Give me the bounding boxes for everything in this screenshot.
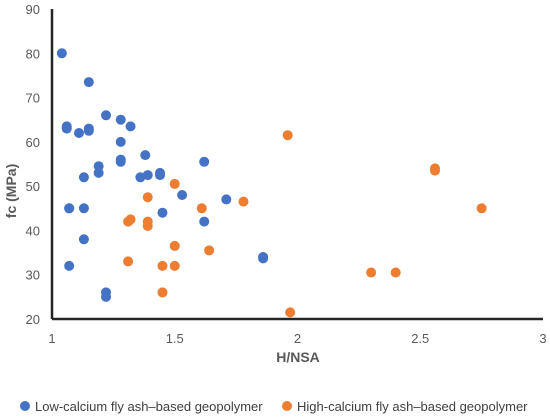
- legend-marker-low-calcium: [20, 401, 30, 411]
- low-calcium-point: [258, 253, 269, 264]
- legend-label-low-calcium: Low-calcium fly ash–based geopolymer: [35, 399, 263, 414]
- low-calcium-point: [177, 190, 188, 200]
- high-calcium-point: [169, 260, 180, 271]
- low-calcium-point: [64, 203, 75, 214]
- low-calcium-point: [199, 216, 210, 227]
- x-tick-label: 2: [294, 331, 301, 346]
- low-calcium-point: [155, 170, 166, 181]
- high-calcium-point: [157, 260, 168, 271]
- y-tick-label: 40: [26, 223, 40, 238]
- low-calcium-point: [101, 110, 112, 121]
- low-calcium-point: [140, 150, 151, 161]
- low-calcium-point: [93, 167, 104, 178]
- high-calcium-point: [196, 203, 207, 214]
- high-calcium-point: [142, 221, 153, 231]
- x-tick-label: 1.5: [166, 331, 184, 346]
- high-calcium-point: [157, 287, 168, 298]
- legend-label-high-calcium: High-calcium fly ash–based geopolymer: [297, 399, 528, 414]
- y-tick-label: 60: [26, 135, 40, 150]
- x-tick-label: 1: [48, 331, 55, 346]
- high-calcium-point: [282, 130, 293, 141]
- high-calcium-point: [238, 196, 249, 207]
- low-calcium-point: [56, 48, 67, 59]
- high-calcium-point: [204, 245, 215, 256]
- high-calcium-point: [476, 203, 487, 214]
- low-calcium-point: [78, 203, 89, 214]
- y-tick-labels: 20 30 40 50 60 70 80 90: [26, 2, 40, 327]
- y-axis-title: fc (MPa): [3, 164, 19, 218]
- legend-marker-high-calcium: [282, 401, 292, 411]
- low-calcium-point: [83, 125, 94, 136]
- high-calcium-point: [429, 165, 440, 176]
- low-calcium-point: [78, 234, 89, 245]
- x-tick-label: 2.5: [411, 331, 429, 346]
- low-calcium-point: [199, 156, 210, 167]
- high-calcium-point: [169, 178, 180, 189]
- low-calcium-point: [157, 207, 168, 218]
- high-calcium-point: [125, 214, 136, 225]
- y-tick-label: 90: [26, 2, 40, 17]
- low-calcium-point: [83, 77, 94, 88]
- low-calcium-point: [115, 136, 126, 147]
- y-tick-label: 20: [26, 312, 40, 327]
- high-calcium-point: [142, 192, 153, 203]
- data-points: [56, 48, 487, 318]
- x-tick-label: 3: [539, 331, 546, 346]
- high-calcium-point: [390, 267, 401, 278]
- low-calcium-point: [221, 194, 232, 205]
- low-calcium-point: [142, 170, 153, 181]
- y-tick-label: 30: [26, 268, 40, 283]
- low-calcium-point: [115, 114, 126, 125]
- low-calcium-point: [125, 121, 136, 132]
- high-calcium-point: [285, 307, 296, 318]
- y-tick-label: 80: [26, 46, 40, 61]
- y-tick-label: 50: [26, 179, 40, 194]
- high-calcium-point: [123, 256, 134, 267]
- x-tick-labels: 1 1.5 2 2.5 3: [48, 331, 546, 346]
- high-calcium-point: [169, 240, 180, 251]
- low-calcium-point: [78, 172, 89, 183]
- y-tick-label: 70: [26, 91, 40, 106]
- high-calcium-point: [366, 267, 377, 278]
- low-calcium-point: [115, 156, 126, 167]
- legend: Low-calcium fly ash–based geopolymer Hig…: [20, 399, 528, 414]
- low-calcium-point: [74, 128, 85, 138]
- low-calcium-point: [61, 123, 72, 134]
- x-axis-title: H/NSA: [276, 349, 320, 365]
- low-calcium-point: [64, 260, 75, 271]
- low-calcium-point: [101, 291, 112, 302]
